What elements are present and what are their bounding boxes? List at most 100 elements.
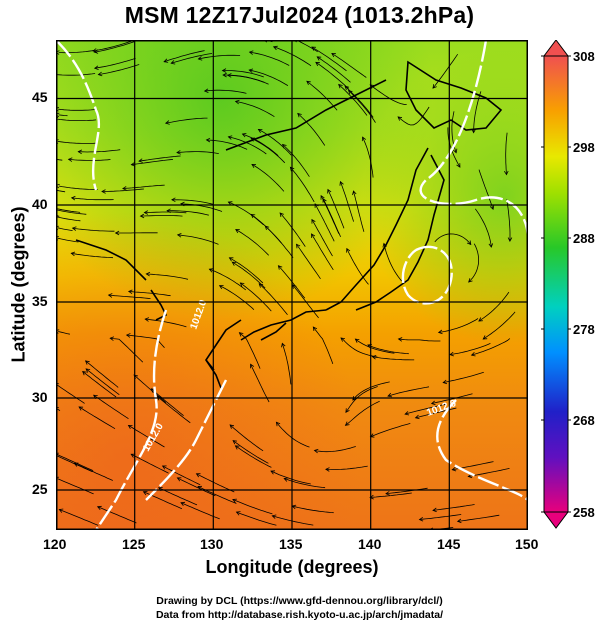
streamline [56,189,66,193]
streamline [171,199,214,205]
streamline [505,132,508,175]
streamline-arrowhead [101,189,106,194]
streamline [273,46,312,67]
streamline [222,70,264,78]
streamline-arrowhead [208,268,214,273]
streamline-arrowhead [71,226,77,231]
streamline-arrowhead [180,501,186,507]
streamline [346,248,369,285]
streamline-arrowhead [122,186,127,191]
streamline-arrowhead [67,157,73,162]
streamline [251,164,285,192]
streamline-arrowhead [279,212,284,217]
streamline [110,337,144,363]
streamline-arrowhead [470,352,476,357]
streamline [353,191,365,232]
streamline [372,356,415,361]
streamline [204,89,247,94]
streamline [235,445,272,468]
streamline-arrowhead [339,180,344,186]
streamline [93,394,129,420]
streamline [370,423,411,438]
streamline-arrowhead [221,68,227,73]
streamline-arrowhead [489,205,495,210]
streamline-arrowhead [316,56,322,61]
streamline-arrowhead [471,128,476,134]
streamline-arrowhead [203,88,209,93]
streamline-arrowhead [70,251,76,257]
streamline-arrowhead [248,50,254,55]
streamline-arrowhead [313,448,319,454]
streamline [128,291,171,297]
streamline-arrowhead [437,329,443,335]
streamline [78,149,121,153]
streamline [177,234,219,245]
y-tick-label: 25 [32,481,48,497]
streamline [290,167,315,203]
streamline-arrowhead [320,194,325,200]
streamline-arrowhead [127,424,133,429]
streamline [140,215,183,217]
streamline [57,454,94,471]
streamline [97,506,137,524]
streamline-arrowhead [311,46,316,51]
y-tick-label: 35 [32,293,48,309]
streamline [56,216,81,222]
streamline [297,113,326,146]
streamline-arrowhead [451,466,457,472]
streamline [228,136,267,155]
streamline-arrowhead [311,218,316,224]
streamline [338,84,368,116]
streamline-arrowhead [432,507,437,513]
coastline-japan [75,60,503,389]
streamline-arrowhead [176,150,181,155]
streamline [236,511,277,526]
x-tick-label: 140 [358,536,382,552]
streamline [506,199,511,242]
x-tick-label: 150 [515,536,539,552]
streamline [431,393,473,404]
streamline [171,53,213,64]
streamline-arrowhead [418,516,424,522]
streamline-arrowhead [77,149,83,155]
streamline-arrowhead [327,188,332,194]
streamline [56,384,85,404]
streamline [250,364,270,403]
colorbar-label: 288 [573,231,595,246]
streamline-arrowhead [229,424,235,429]
streamline [398,338,441,342]
streamline [157,396,191,424]
streamline [235,229,269,256]
streamline-arrowhead [127,289,133,295]
streamline-arrowhead [241,133,247,138]
streamline [482,311,516,340]
streamline-arrowhead [488,243,494,248]
streamline [362,136,374,178]
streamline-arrowhead [344,421,350,426]
streamline [478,291,510,322]
streamline [387,386,430,397]
streamline [296,40,318,53]
streamline-arrowhead [125,333,131,338]
streamline-arrowhead [277,265,283,270]
streamline [432,53,459,89]
streamline [59,509,99,526]
streamline-arrowhead [331,52,336,58]
streamline [58,49,95,54]
streamline [385,487,428,495]
map-panel: 1012.0 1012.0 1012.0 [56,40,528,530]
streamline [102,188,144,192]
graticule [56,40,528,530]
streamline-arrowhead [197,485,203,490]
streamline [198,54,241,60]
x-tick-label: 125 [122,536,146,552]
credit-data: Data from http://database.rish.kyoto-u.a… [155,609,444,621]
streamline [438,318,479,333]
streamline [72,227,115,232]
streamline-arrowhead [171,197,176,203]
streamline [311,219,333,257]
streamline [56,209,87,215]
streamline-arrowhead [107,293,113,298]
streamline-arrowhead [231,261,237,266]
streamline-arrowhead [296,243,301,249]
